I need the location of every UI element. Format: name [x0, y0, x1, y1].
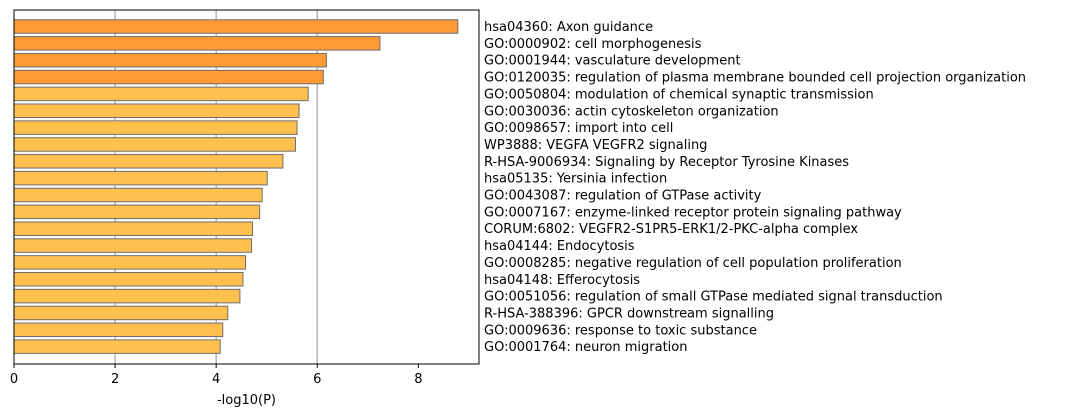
category-label: GO:0007167: enzyme-linked receptor prote… [484, 205, 902, 220]
x-tick-label: 6 [313, 372, 321, 387]
category-label: GO:0051056: regulation of small GTPase m… [484, 290, 943, 305]
x-tick-label: 4 [212, 372, 220, 387]
category-label: CORUM:6802: VEGFR2-S1PR5-ERK1/2-PKC-alph… [484, 222, 858, 237]
bar [13, 69, 324, 85]
category-label: GO:0009636: response to toxic substance [484, 323, 757, 338]
bar [13, 137, 297, 152]
bar [13, 339, 221, 354]
category-label: hsa04148: Efferocytosis [484, 273, 640, 288]
category-label: GO:0001944: vasculature development [484, 54, 741, 69]
category-label: WP3888: VEGFA VEGFR2 signaling [484, 138, 707, 153]
plot-frame [13, 9, 480, 365]
category-label: R-HSA-388396: GPCR downstream signalling [484, 306, 774, 321]
bar [13, 204, 261, 220]
category-label: hsa04360: Axon guidance [484, 20, 653, 35]
category-label: GO:0043087: regulation of GTPase activit… [484, 189, 762, 204]
bar [13, 120, 298, 135]
bar [13, 322, 224, 338]
category-label: GO:0050804: modulation of chemical synap… [484, 87, 874, 102]
category-label: hsa05135: Yersinia infection [484, 172, 667, 187]
x-axis: 0 2 4 6 8 [10, 364, 422, 387]
bar [13, 154, 284, 169]
bar [13, 170, 268, 186]
bar [13, 103, 300, 118]
bar [13, 238, 253, 253]
x-tick-label: 0 [10, 372, 18, 387]
bar [13, 19, 459, 34]
x-tick-label: 8 [414, 372, 422, 387]
bar [13, 272, 244, 287]
x-tick-label: 2 [111, 372, 119, 387]
bar [13, 305, 229, 321]
category-label: GO:0001764: neuron migration [484, 340, 687, 355]
bar [13, 52, 327, 68]
bar [13, 187, 263, 203]
bar [13, 255, 246, 270]
category-label: hsa04144: Endocytosis [484, 239, 635, 254]
bar [13, 36, 381, 51]
x-axis-title: -log10(P) [217, 393, 276, 408]
bars [13, 19, 459, 354]
category-label: GO:0098657: import into cell [484, 121, 673, 136]
category-label: GO:0120035: regulation of plasma membran… [484, 71, 1026, 86]
category-labels: hsa04360: Axon guidance GO:0000902: cell … [484, 20, 1026, 355]
category-label: GO:0030036: actin cytoskeleton organizat… [484, 104, 779, 119]
category-label: R-HSA-9006934: Signaling by Receptor Tyr… [484, 155, 849, 170]
bar [13, 86, 309, 102]
bar [13, 288, 241, 304]
category-label: GO:0008285: negative regulation of cell … [484, 256, 902, 271]
category-label: GO:0000902: cell morphogenesis [484, 37, 702, 52]
bar [13, 221, 254, 236]
grid-lines [114, 10, 319, 364]
